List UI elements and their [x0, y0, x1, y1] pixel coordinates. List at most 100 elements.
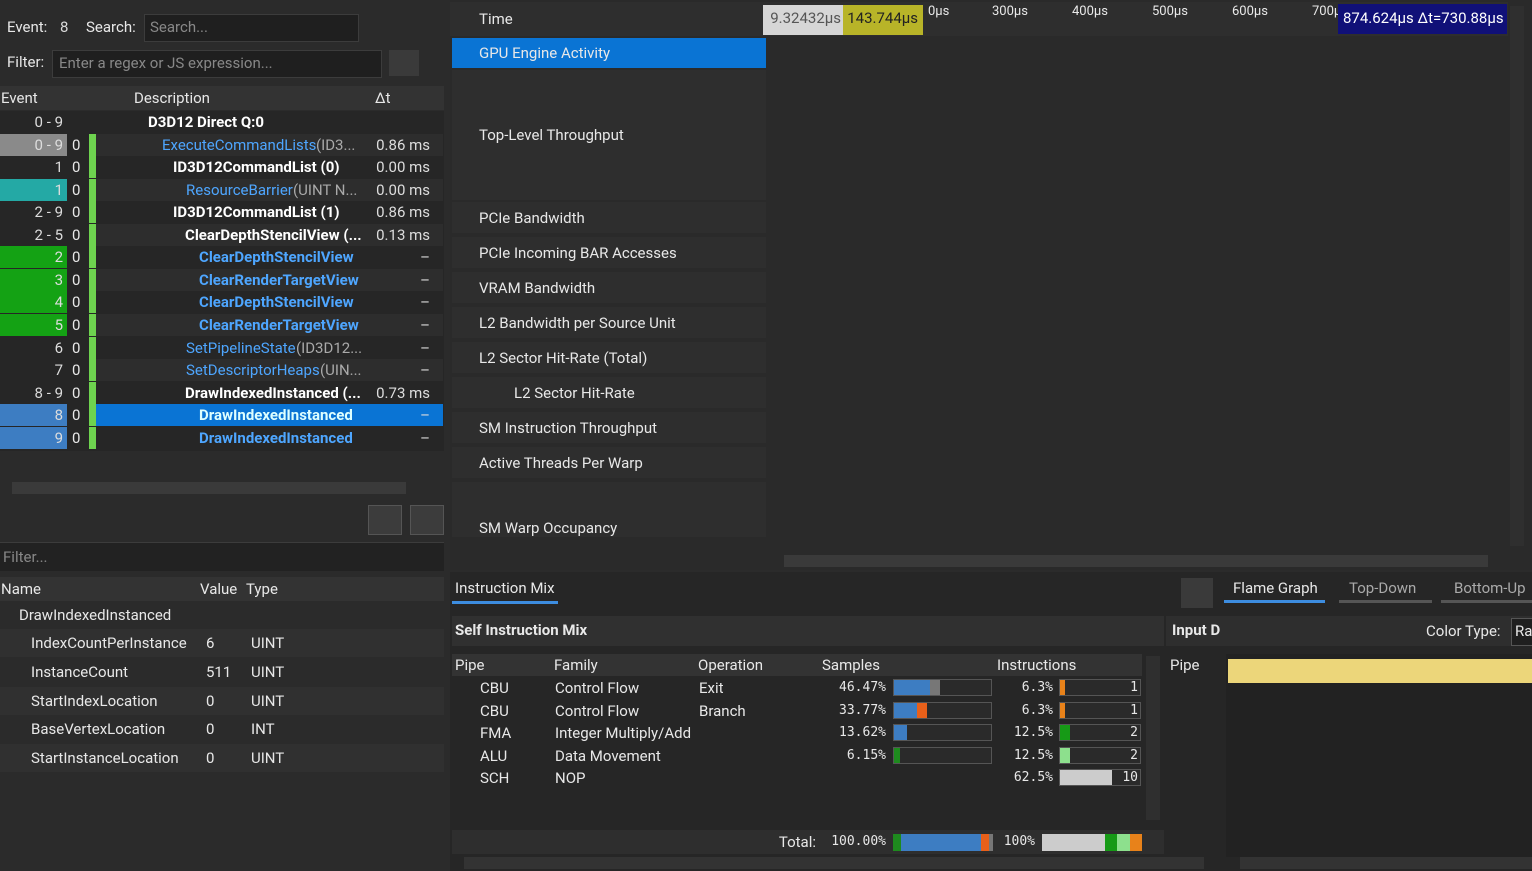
column-header: Instructions: [997, 656, 1077, 674]
event-name[interactable]: ExecuteCommandLists: [162, 135, 317, 154]
mix-hscroll: [464, 857, 1204, 869]
event-id: 8: [54, 406, 63, 425]
event-id: 1: [54, 180, 63, 199]
event-id: 2 - 9: [34, 203, 63, 222]
event-cell: [0, 268, 67, 291]
event-subid: 0: [72, 180, 81, 199]
pipe-label: Pipe: [1170, 656, 1200, 674]
track-label[interactable]: PCIe Bandwidth: [479, 208, 585, 227]
track-label[interactable]: PCIe Incoming BAR Accesses: [479, 243, 677, 262]
instr-count: 1: [1130, 702, 1138, 718]
color-type-value[interactable]: Ra: [1515, 622, 1532, 640]
tab-underline: [452, 601, 558, 604]
track-bg: [768, 70, 1507, 200]
prop-type: INT: [251, 720, 275, 739]
total-sample-bar: [981, 834, 989, 851]
timeline-scrollbar: [784, 555, 1488, 567]
status-bar: [89, 201, 96, 224]
track-label-bg: [452, 412, 766, 443]
pipe: SCH: [480, 769, 510, 788]
event-id: 6: [54, 338, 63, 357]
instr-track: [1059, 701, 1141, 719]
event-id: 0 - 9: [34, 113, 63, 131]
track-label[interactable]: L2 Sector Hit-Rate (Total): [479, 348, 648, 367]
event-args: (UINT N...: [293, 180, 358, 199]
prop-type: UINT: [251, 749, 285, 768]
event-name[interactable]: ClearDepthStencilView: [199, 248, 354, 267]
event-dt: –: [420, 270, 430, 289]
ruler-label: 400μs: [1072, 4, 1108, 19]
track-label-bg: [452, 342, 766, 373]
track-label-bg: [452, 70, 766, 200]
track-label[interactable]: L2 Bandwidth per Source Unit: [479, 313, 676, 332]
event-name[interactable]: DrawIndexedInstanced: [199, 406, 353, 425]
cursor-box: [1338, 4, 1507, 34]
instr-bar: [1060, 702, 1066, 718]
prop-filter-text[interactable]: Filter...: [3, 548, 48, 566]
status-bar: [89, 313, 96, 336]
track-bg: [768, 412, 1507, 443]
family: Integer Multiply/Add: [555, 724, 692, 743]
color-type-label: Color Type:: [1426, 622, 1501, 640]
tab-underline: [1339, 600, 1432, 603]
pipe: FMA: [480, 724, 512, 743]
track-label[interactable]: SM Warp Occupancy: [479, 519, 618, 537]
mix-vscroll: [1146, 656, 1160, 820]
event-name[interactable]: ClearRenderTargetView: [199, 270, 359, 289]
range-start: 9.32432μs: [770, 9, 841, 27]
sample-bar: [894, 725, 908, 741]
v-scrollbar: [1510, 6, 1524, 546]
event-subid: 0: [72, 270, 81, 289]
track-label[interactable]: L2 Sector Hit-Rate: [514, 383, 635, 402]
track-label-bg: [452, 237, 766, 268]
event-subid: 0: [72, 248, 81, 267]
status-bar: [89, 381, 96, 404]
family: Control Flow: [555, 701, 640, 720]
tab[interactable]: Top-Down: [1349, 579, 1417, 597]
status-bar: [89, 133, 96, 156]
flame-area: [1226, 654, 1532, 857]
event-name[interactable]: SetPipelineState: [186, 338, 296, 357]
total-instr-bar: [1105, 834, 1117, 851]
event-name[interactable]: ClearRenderTargetView: [199, 315, 359, 334]
prop-value: 0: [206, 749, 215, 768]
event-name[interactable]: ResourceBarrier: [186, 180, 293, 199]
track-bg: [768, 482, 1507, 537]
track-label[interactable]: SM Instruction Throughput: [479, 418, 658, 437]
instr-bar: [1060, 680, 1066, 695]
tab[interactable]: Flame Graph: [1233, 579, 1318, 597]
instr-pct: 6.3%: [1021, 680, 1053, 695]
sample-track: [893, 724, 992, 742]
event-name[interactable]: SetDescriptorHeaps: [186, 361, 320, 380]
search-input-text[interactable]: Search...: [150, 18, 208, 36]
total-label: Total:: [778, 833, 816, 851]
tab[interactable]: Bottom-Up: [1454, 579, 1526, 597]
search-input: [144, 14, 359, 42]
operation: Branch: [699, 701, 746, 720]
family: Data Movement: [555, 746, 661, 765]
track-bg: [768, 447, 1507, 478]
event-subid: 0: [72, 383, 81, 402]
status-bar: [89, 156, 96, 179]
event-name: ID3D12CommandList (0): [173, 158, 340, 177]
event-dt: 0.86 ms: [376, 135, 430, 154]
event-id: 9: [54, 428, 63, 447]
tab[interactable]: Instruction Mix: [455, 579, 555, 597]
track-label-bg: [452, 447, 766, 478]
event-dt: –: [420, 293, 430, 312]
track-label[interactable]: VRAM Bandwidth: [479, 278, 596, 297]
event-subid: 0: [72, 338, 81, 357]
filter-input-text[interactable]: Enter a regex or JS expression...: [59, 54, 273, 72]
event-name[interactable]: DrawIndexedInstanced: [199, 428, 353, 447]
track-label[interactable]: Active Threads Per Warp: [479, 453, 643, 472]
event-name: D3D12 Direct Q:0: [148, 113, 265, 131]
family: Control Flow: [555, 679, 640, 697]
event-args: (ID3...: [316, 135, 356, 154]
track-label[interactable]: GPU Engine Activity: [479, 44, 611, 62]
row-stripe: [96, 178, 443, 201]
event-name[interactable]: ClearDepthStencilView: [199, 293, 354, 312]
track-label[interactable]: Top-Level Throughput: [479, 126, 624, 144]
event-dt: 0.13 ms: [376, 225, 430, 244]
time-header: [450, 2, 766, 36]
event-id: 7: [54, 361, 63, 380]
